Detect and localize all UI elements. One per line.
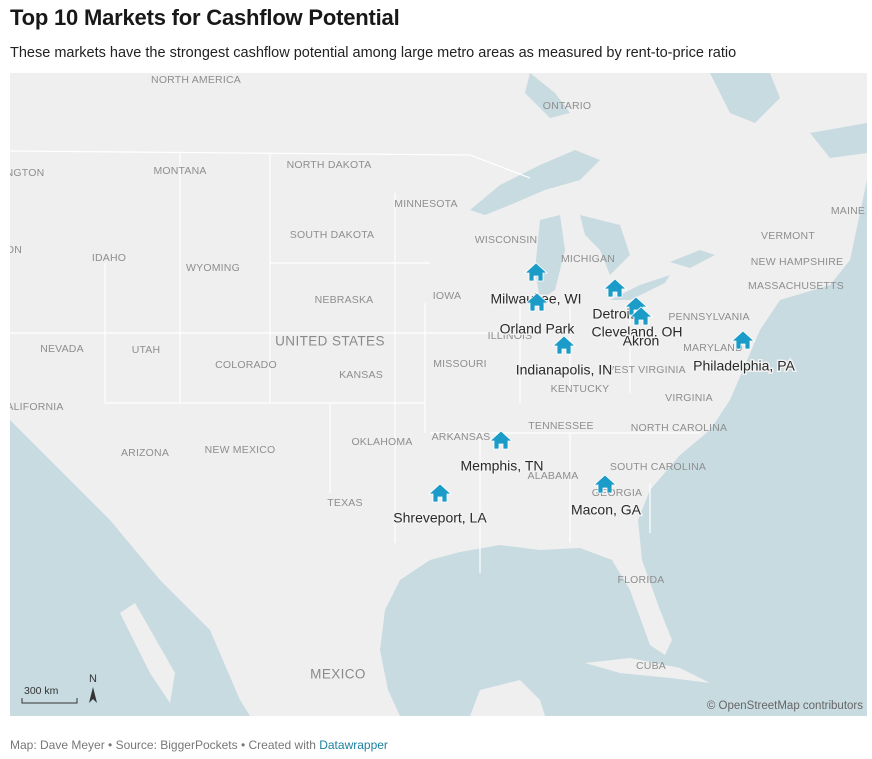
region-label: SOUTH DAKOTA: [290, 229, 374, 241]
marker-label: Cleveland, OH: [591, 324, 682, 340]
region-label: ALIFORNIA: [10, 401, 64, 413]
marker-icon: [524, 292, 550, 312]
marker-label: Orland Park: [500, 321, 576, 337]
region-label: NGTON: [10, 167, 44, 179]
region-label: TENNESSEE: [528, 420, 593, 432]
marker-label: Memphis, TN: [461, 458, 544, 474]
marker-icon: [628, 306, 654, 326]
marker-label: Shreveport, LA: [393, 510, 487, 526]
scale-label: 300 km: [24, 685, 59, 697]
region-label: VERMONT: [761, 230, 815, 242]
region-label: IOWA: [433, 290, 461, 302]
region-label: NEVADA: [40, 343, 84, 355]
footer: Map: Dave Meyer • Source: BiggerPockets …: [10, 738, 388, 752]
region-label: ARIZONA: [121, 447, 169, 459]
north-label: N: [89, 673, 97, 685]
region-label: WISCONSIN: [475, 234, 537, 246]
basemap: [10, 73, 867, 716]
region-label: NORTH DAKOTA: [287, 159, 372, 171]
region-label: FLORIDA: [618, 574, 665, 586]
region-label: MINNESOTA: [394, 198, 457, 210]
marker-label: Macon, GA: [571, 502, 642, 518]
marker-icon: [488, 430, 514, 450]
marker-label: Detroit: [592, 306, 633, 322]
region-label: NORTH CAROLINA: [631, 422, 728, 434]
scale-bar: 300 km N: [21, 673, 97, 704]
footer-text: Map: Dave Meyer • Source: BiggerPockets …: [10, 738, 316, 752]
borders: [10, 150, 700, 573]
country-label: UNITED STATES: [275, 334, 385, 349]
region-label: ALABAMA: [527, 470, 578, 482]
region-label: UTAH: [132, 344, 161, 356]
marker-label: Philadelphia, PA: [693, 358, 795, 374]
region-label: WYOMING: [186, 262, 240, 274]
region-label: KENTUCKY: [551, 383, 610, 395]
region-label: PENNSYLVANIA: [668, 311, 749, 323]
marker-label: Akron: [623, 333, 660, 349]
footer-link[interactable]: Datawrapper: [319, 738, 388, 752]
region-label: ILLINOIS: [488, 330, 533, 342]
region-label: SOUTH CAROLINA: [610, 461, 706, 473]
region-label: ON: [10, 244, 22, 256]
region-label: NORTH AMERICA: [151, 74, 241, 86]
region-label: NEW MEXICO: [205, 444, 276, 456]
region-label: MONTANA: [153, 165, 206, 177]
marker-icon: [592, 474, 618, 494]
region-label: VIRGINIA: [665, 392, 713, 404]
region-label: MICHIGAN: [561, 253, 615, 265]
map: NORTH AMERICA ONTARIO NGTON MONTANA NORTH DA…: [10, 73, 867, 716]
region-label: KANSAS: [339, 369, 383, 381]
region-label: OKLAHOMA: [351, 436, 412, 448]
region-label: GEORGIA: [592, 487, 642, 499]
region-label: NEW HAMPSHIRE: [751, 256, 843, 268]
marker-icon: [523, 262, 549, 282]
region-label: ARKANSAS: [432, 431, 491, 443]
region-label: MASSACHUSETTS: [748, 280, 844, 292]
marker-icon: [602, 278, 628, 298]
region-label: TEXAS: [327, 497, 362, 509]
region-label: ONTARIO: [543, 100, 591, 112]
region-label: COLORADO: [215, 359, 277, 371]
region-label: WEST VIRGINIA: [604, 364, 686, 376]
marker-icon: [427, 483, 453, 503]
region-label: MISSOURI: [433, 358, 487, 370]
region-label: MAINE: [831, 205, 865, 217]
water: [10, 73, 867, 716]
title: Top 10 Markets for Cashflow Potential: [10, 5, 400, 30]
attribution: © OpenStreetMap contributors: [707, 700, 863, 712]
marker-icon: [551, 335, 577, 355]
region-label: IDAHO: [92, 252, 126, 264]
country-label: MEXICO: [310, 667, 366, 682]
region-label: CUBA: [636, 660, 666, 672]
region-label: NEBRASKA: [315, 294, 374, 306]
marker-label: Indianapolis, IN: [516, 362, 613, 378]
region-label: MARYLAND: [683, 342, 743, 354]
islands: [120, 603, 710, 716]
subtitle: These markets have the strongest cashflo…: [10, 45, 737, 61]
marker-icon: [730, 330, 756, 350]
